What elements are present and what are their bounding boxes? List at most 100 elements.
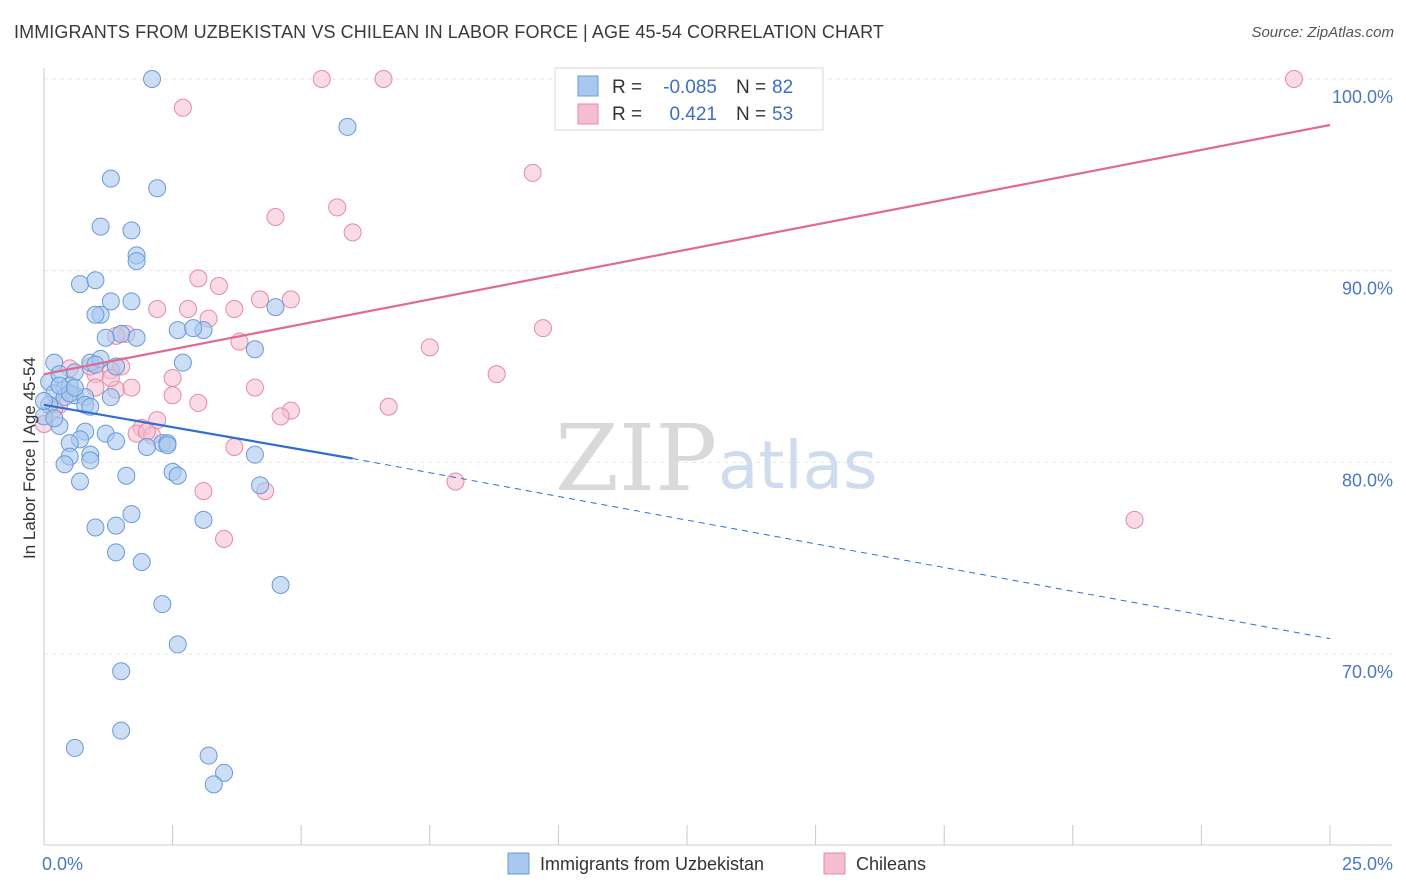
- chileans-point: [446, 472, 465, 491]
- legend-r-value-1: -0.085: [663, 77, 717, 98]
- uzbekistan-point: [71, 275, 90, 294]
- uzbekistan-point: [112, 662, 131, 681]
- uzbekistan-point: [158, 436, 177, 455]
- uzbekistan-point: [107, 432, 126, 451]
- uzbekistan-point: [112, 324, 131, 343]
- uzbekistan-point: [143, 70, 162, 88]
- uzbekistan-point: [65, 738, 84, 757]
- uzbekistan-point: [122, 292, 141, 311]
- chileans-point: [194, 482, 213, 501]
- uzbekistan-point: [96, 328, 115, 347]
- uzbekistan-point: [122, 505, 141, 524]
- chileans-point: [312, 70, 331, 88]
- watermark-zip: ZIP: [555, 405, 717, 512]
- y-axis-title: In Labor Force | Age 45-54: [20, 357, 39, 559]
- uzbekistan-point: [107, 543, 126, 562]
- chileans-point: [189, 269, 208, 288]
- legend-r-label-2: R =: [612, 104, 642, 125]
- chileans-point: [225, 300, 244, 318]
- uzbekistan-point: [127, 252, 146, 271]
- source-label: Source: ZipAtlas.com: [1251, 24, 1394, 41]
- uzbekistan-point: [266, 298, 285, 317]
- tick-labels: 100.0% 90.0% 80.0% 70.0% 0.0% 25.0%: [42, 87, 1393, 874]
- uzbekistan-point: [137, 438, 156, 456]
- uzbekistan-point: [127, 328, 146, 347]
- uzbekistan-point: [101, 388, 120, 407]
- series-uzbekistan-points: [35, 70, 357, 794]
- chileans-point: [225, 438, 244, 456]
- x-tick-label-1: 25.0%: [1342, 854, 1393, 874]
- uzbekistan-point: [245, 340, 264, 359]
- chileans-point: [266, 208, 285, 226]
- legend-box: [554, 67, 824, 131]
- uzbekistan-point: [215, 763, 234, 782]
- chileans-trend-line: [43, 123, 1331, 376]
- uzbekistan-point: [168, 321, 187, 340]
- x-tick-label-0: 0.0%: [42, 854, 83, 874]
- chileans-point: [523, 163, 542, 182]
- chileans-point: [1284, 70, 1303, 88]
- watermark: ZIP atlas: [555, 405, 878, 512]
- chileans-point: [487, 365, 506, 384]
- uzbekistan-point: [132, 553, 151, 571]
- uzbekistan-point: [271, 576, 290, 594]
- uzbekistan-point: [101, 169, 120, 188]
- uzbekistan-point: [184, 319, 203, 338]
- chileans-point: [281, 290, 300, 309]
- uzbekistan-point: [91, 217, 110, 236]
- series-legend: Immigrants from Uzbekistan Chileans: [507, 852, 926, 875]
- chileans-point: [379, 397, 398, 416]
- chileans-point: [122, 378, 141, 397]
- chileans-point: [137, 422, 156, 441]
- uzbekistan-point: [71, 472, 90, 491]
- chileans-point: [209, 277, 228, 295]
- chileans-point: [1125, 510, 1144, 529]
- watermark-atlas: atlas: [718, 427, 878, 504]
- chileans-point: [179, 300, 198, 318]
- uzbekistan-point: [65, 378, 84, 397]
- legend-n-label-1: N =: [736, 77, 766, 98]
- uzbekistan-point: [153, 595, 172, 614]
- uzbekistan-point: [86, 271, 105, 290]
- y-tick-label-0: 100.0%: [1332, 87, 1393, 107]
- legend-swatch-uzbekistan-bottom: [507, 852, 530, 875]
- y-tick-label-3: 70.0%: [1342, 662, 1393, 682]
- uzbekistan-point: [168, 466, 187, 485]
- uzbekistan-point: [199, 746, 218, 765]
- chileans-point: [374, 70, 393, 88]
- legend-n-value-2: 53: [772, 104, 793, 125]
- uzbekistan-point: [148, 179, 167, 198]
- uzbekistan-point: [81, 397, 100, 416]
- uzbekistan-trend-extension: [352, 458, 1331, 640]
- trend-lines: [43, 123, 1331, 640]
- legend-r-label-1: R =: [612, 77, 642, 98]
- legend-n-value-1: 82: [772, 77, 793, 98]
- uzbekistan-point: [245, 445, 264, 464]
- legend-label-chileans: Chileans: [856, 854, 926, 874]
- chileans-point: [163, 369, 182, 387]
- legend-label-uzbekistan: Immigrants from Uzbekistan: [540, 854, 764, 874]
- uzbekistan-point: [55, 455, 74, 474]
- chileans-point: [533, 319, 552, 338]
- uzbekistan-point: [112, 721, 131, 740]
- chileans-point: [189, 393, 208, 412]
- chileans-point: [148, 300, 167, 318]
- chart-title: IMMIGRANTS FROM UZBEKISTAN VS CHILEAN IN…: [14, 22, 885, 42]
- legend-n-label-2: N =: [736, 104, 766, 125]
- uzbekistan-point: [45, 409, 64, 428]
- uzbekistan-point: [81, 451, 100, 470]
- uzbekistan-point: [107, 516, 126, 535]
- uzbekistan-point: [86, 518, 105, 537]
- uzbekistan-point: [204, 775, 223, 794]
- chileans-point: [215, 530, 234, 548]
- uzbekistan-point: [50, 376, 69, 395]
- chileans-point: [271, 407, 290, 426]
- uzbekistan-point: [338, 117, 357, 136]
- chileans-point: [245, 378, 264, 397]
- uzbekistan-trend-line: [43, 403, 353, 460]
- uzbekistan-point: [168, 635, 187, 654]
- chileans-point: [328, 198, 347, 217]
- chileans-point: [173, 98, 192, 117]
- uzbekistan-point: [194, 510, 213, 529]
- y-tick-label-1: 90.0%: [1342, 279, 1393, 299]
